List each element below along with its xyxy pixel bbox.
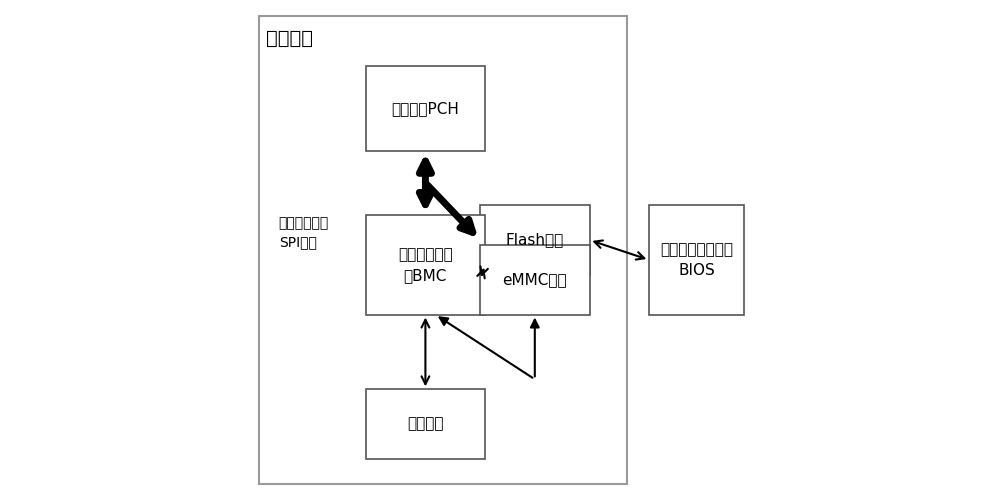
Text: 基板管理控制
器BMC: 基板管理控制 器BMC: [398, 247, 453, 283]
Text: 基本输入输出系统
BIOS: 基本输入输出系统 BIOS: [660, 242, 733, 278]
Text: 串行外设接口
SPI总线: 串行外设接口 SPI总线: [279, 216, 329, 250]
Bar: [366, 66, 485, 150]
Bar: [480, 205, 590, 275]
Text: Flash芯片: Flash芯片: [506, 232, 564, 248]
Text: 驱动部件: 驱动部件: [407, 416, 444, 432]
Bar: [480, 245, 590, 314]
Text: 扩展组件: 扩展组件: [266, 28, 313, 48]
Bar: [366, 215, 485, 314]
Bar: [259, 16, 627, 483]
Text: 集成南桥PCH: 集成南桥PCH: [391, 101, 459, 116]
Bar: [649, 205, 744, 314]
Text: eMMC芯片: eMMC芯片: [502, 272, 567, 287]
Bar: [366, 389, 485, 459]
